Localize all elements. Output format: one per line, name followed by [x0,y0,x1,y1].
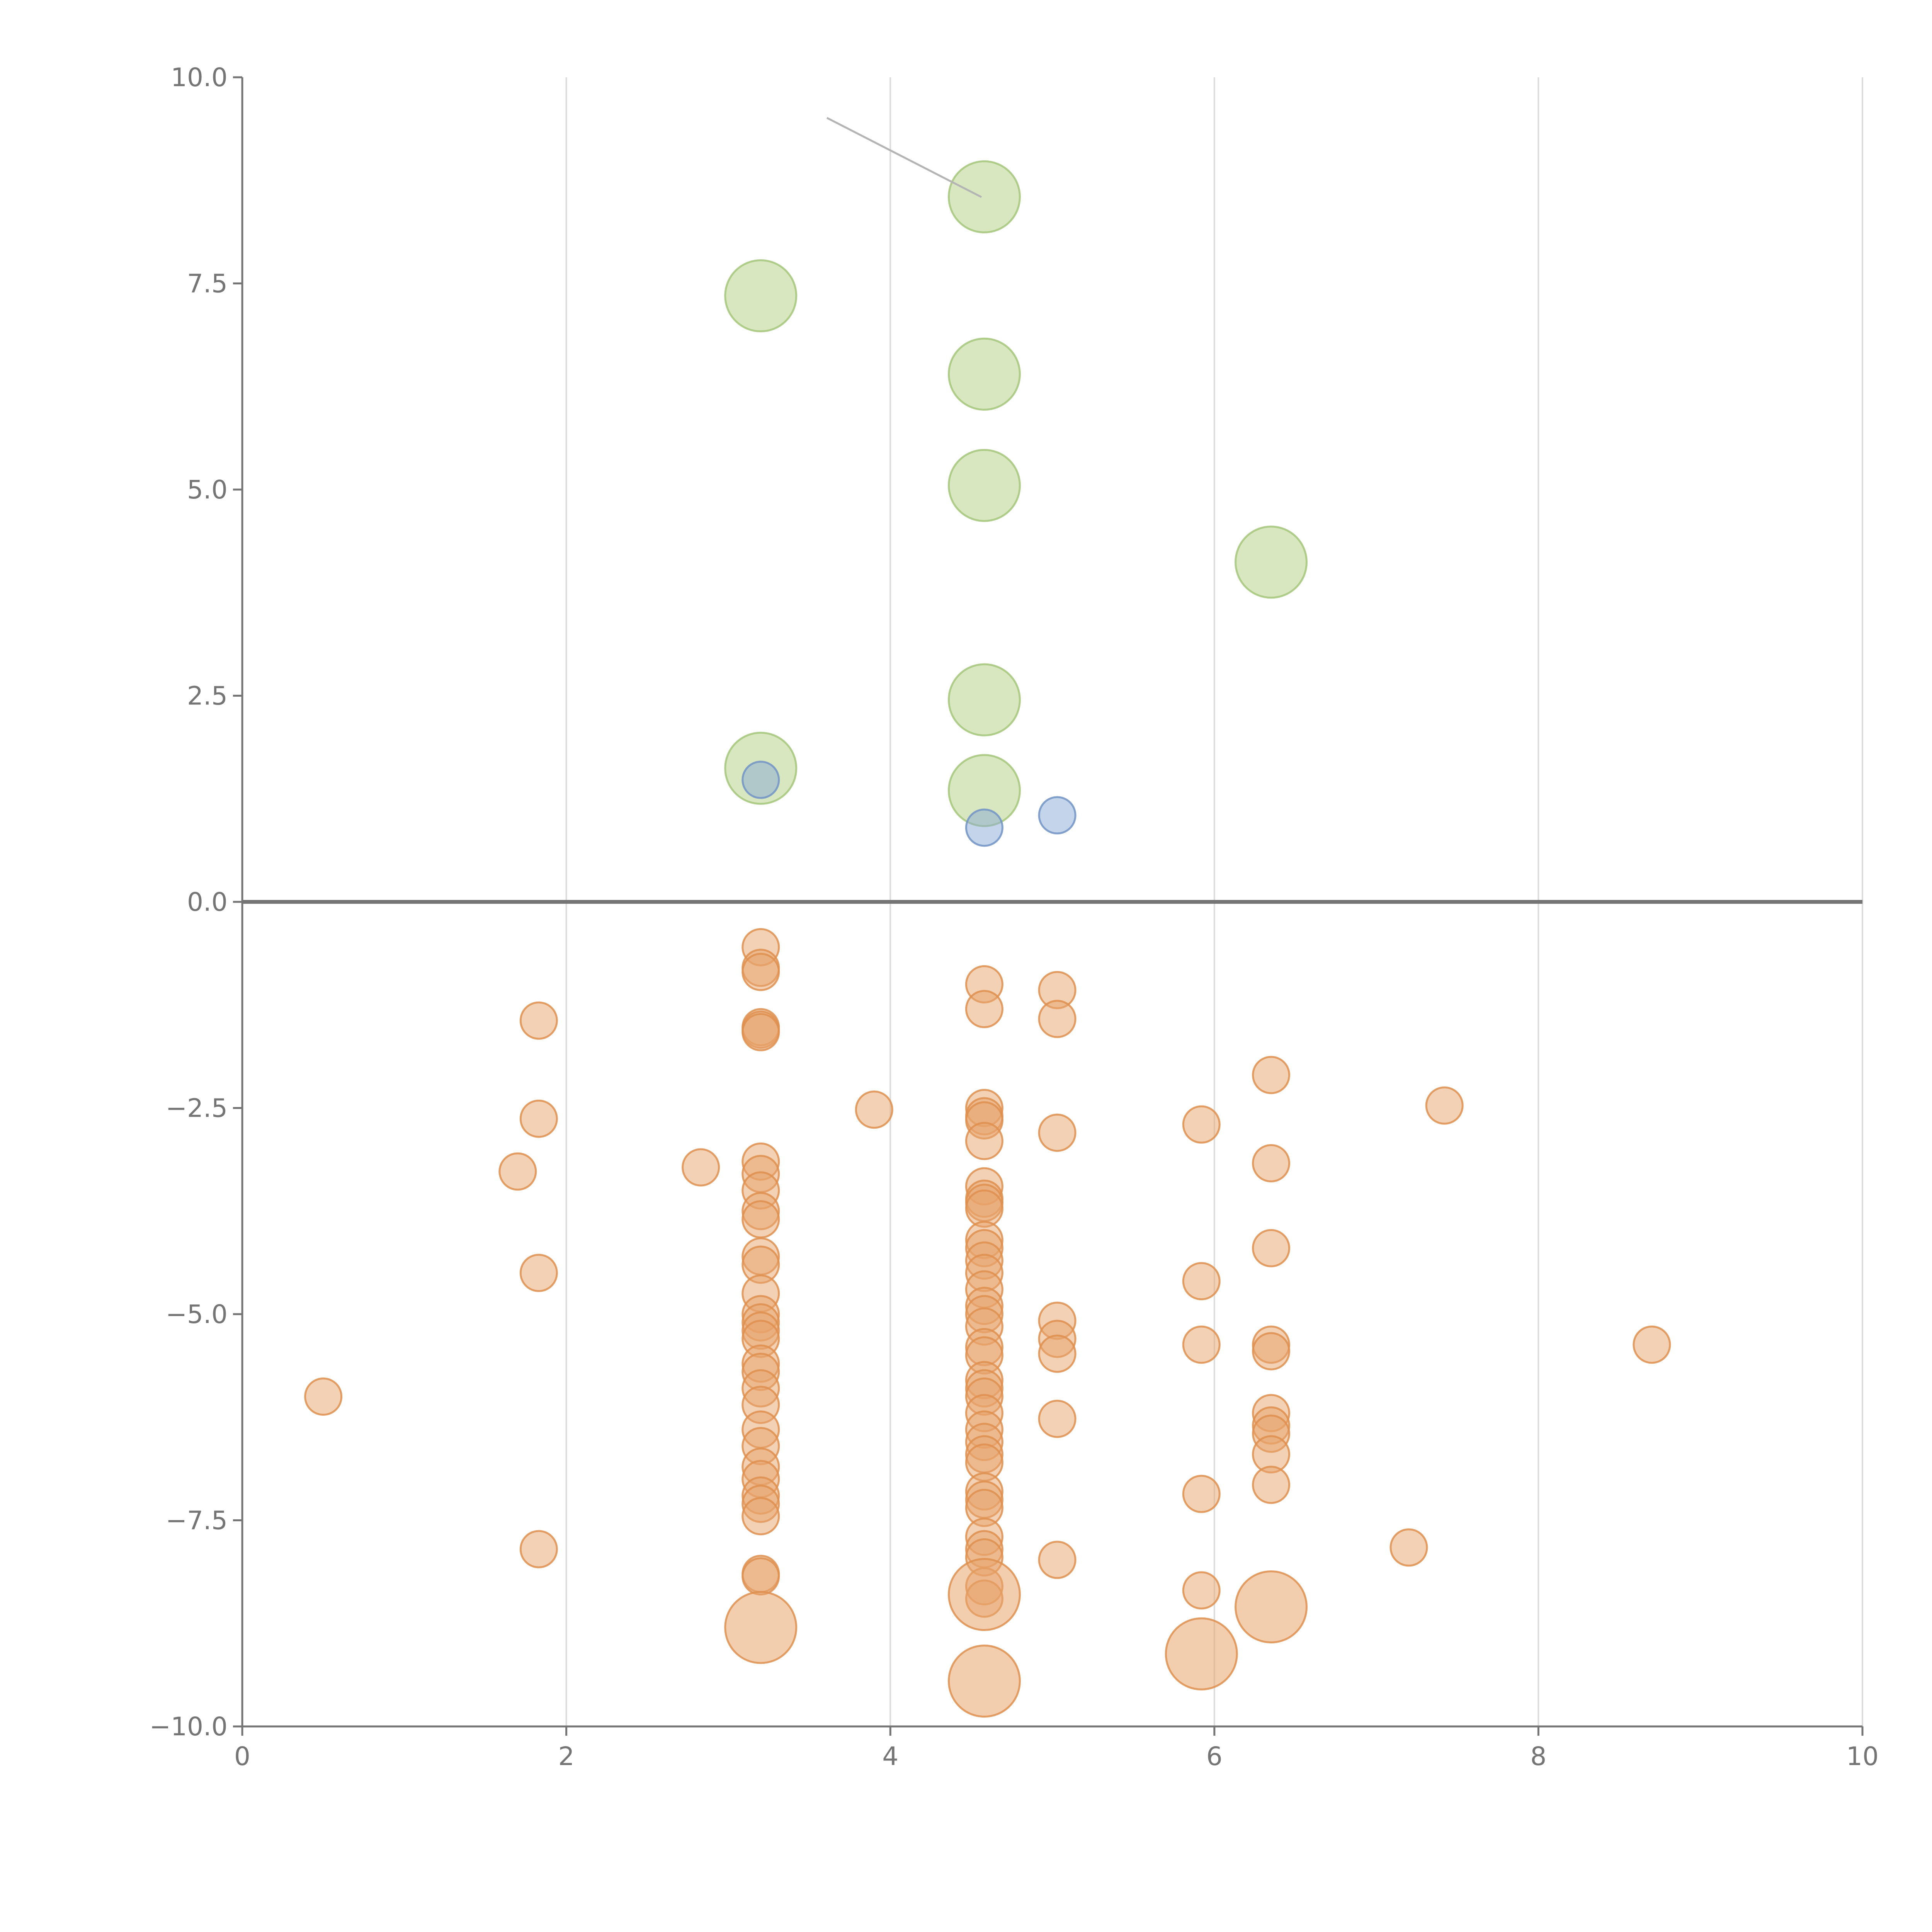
data-point [1235,1570,1308,1644]
data-point [1182,1571,1221,1610]
y-tick-label: 7.5 [187,269,228,299]
data-point [519,1530,558,1568]
data-point [947,663,1021,736]
data-point [519,1253,558,1292]
y-tick-label: 5.0 [187,475,228,505]
data-point [1182,1262,1221,1301]
data-point [682,1148,720,1187]
data-point [304,1377,343,1416]
data-point [498,1152,537,1191]
data-point [1425,1086,1464,1125]
data-point [1633,1325,1671,1364]
data-point [742,1200,780,1239]
data-point [1038,1334,1077,1373]
data-point [724,1591,798,1664]
data-point [1182,1475,1221,1513]
data-point [1182,1105,1221,1144]
data-point [1038,796,1077,835]
data-point [855,1090,893,1129]
y-tick-label: −7.5 [166,1506,228,1536]
data-point [1252,1056,1291,1094]
data-point [1165,1617,1238,1690]
data-points [304,160,1671,1718]
x-tick-label: 0 [234,1742,250,1771]
x-tick-label: 2 [558,1742,575,1771]
data-point [519,1099,558,1138]
data-point [1252,1144,1291,1182]
y-tick-label: −2.5 [166,1094,228,1123]
data-point [947,1645,1021,1718]
x-tick-label: 8 [1530,1742,1546,1771]
data-point [1182,1325,1221,1364]
data-point [724,259,798,333]
data-point [947,1558,1021,1631]
data-point [965,808,1003,847]
data-point [1389,1528,1428,1567]
data-point [1235,526,1308,599]
data-point [1252,1332,1291,1371]
data-point [742,952,780,991]
x-axis-ticks: 0 2 4 6 8 10 [234,1726,1879,1771]
x-tick-label: 4 [882,1742,898,1771]
y-tick-label: 2.5 [187,681,228,711]
data-point [1038,1114,1077,1152]
x-tick-label: 10 [1846,1742,1879,1771]
data-point [947,449,1021,522]
annotation-leader-line [826,117,982,198]
data-point [742,1013,780,1051]
y-tick-label: −10.0 [150,1712,228,1742]
data-point [1038,1541,1077,1579]
y-tick-label: −5.0 [166,1299,228,1329]
data-point [1252,1229,1291,1267]
data-point [742,1557,780,1596]
data-point [947,337,1021,411]
y-tick-label: 0.0 [187,887,228,917]
x-tick-label: 6 [1206,1742,1223,1771]
data-point [1038,1000,1077,1038]
data-point [947,160,1021,233]
y-tick-label: 10.0 [171,63,228,92]
y-axis-ticks: 10.0 7.5 5.0 2.5 0.0 −2.5 −5.0 −7.5 −10.0 [150,63,242,1742]
data-point [965,1122,1003,1160]
data-point [742,1497,780,1536]
data-point [742,760,780,799]
data-point [965,990,1003,1028]
data-point [1038,1400,1077,1438]
data-point [519,1001,558,1040]
data-point [1252,1466,1291,1504]
